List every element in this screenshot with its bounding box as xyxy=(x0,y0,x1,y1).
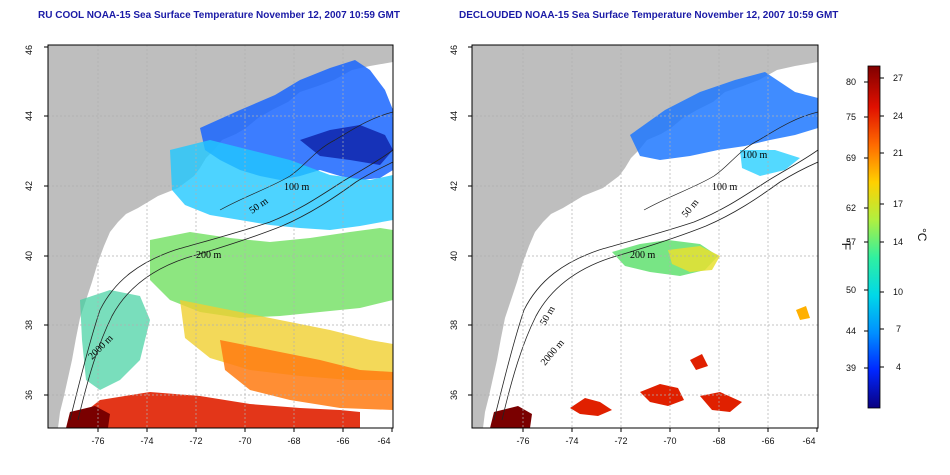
right-x-axis: -76 -74 -72 -70 -68 -66 -64 xyxy=(516,428,818,446)
celsius-unit-label: °C xyxy=(915,228,929,242)
celsius-tick-label: 14 xyxy=(893,237,903,247)
sst-red-patch xyxy=(570,398,612,416)
fahrenheit-tick-label: 50 xyxy=(846,285,856,295)
fahrenheit-tick-label: 39 xyxy=(846,363,856,373)
sst-cyan-patch xyxy=(740,150,800,176)
y-tick-label: 40 xyxy=(449,251,459,261)
y-tick-label: 46 xyxy=(24,45,34,55)
celsius-tick-label: 21 xyxy=(893,148,903,158)
x-tick-label: -72 xyxy=(614,436,627,446)
y-tick-label: 42 xyxy=(449,181,459,191)
celsius-tick-label: 10 xyxy=(893,287,903,297)
fahrenheit-tick-label: 69 xyxy=(846,153,856,163)
left-map-panel: 100 m 50 m 200 m 2000 m -76 -74 -72 -70 … xyxy=(24,44,394,446)
celsius-tick-label: 27 xyxy=(893,73,903,83)
right-y-axis: 36 38 40 42 44 46 xyxy=(449,45,472,400)
sst-red-warm xyxy=(80,392,360,428)
isobath-contour xyxy=(77,161,393,421)
sst-cyan-band xyxy=(170,140,393,230)
sst-dark-blue xyxy=(300,125,393,165)
fahrenheit-tick-label: 80 xyxy=(846,77,856,87)
colorbar: 80 75 69 62 57 50 44 39 27 24 21 17 14 1… xyxy=(839,65,929,409)
right-gridlines xyxy=(472,45,818,428)
x-tick-label: -64 xyxy=(802,436,815,446)
isobath-contour xyxy=(501,161,818,421)
sst-orange-band xyxy=(220,340,393,410)
sst-red-patch xyxy=(700,392,742,412)
fahrenheit-tick-label: 44 xyxy=(846,326,856,336)
isobath-contour xyxy=(69,149,393,421)
x-tick-label: -72 xyxy=(189,436,202,446)
contour-label-100m: 100 m xyxy=(742,150,768,161)
x-tick-label: -74 xyxy=(565,436,578,446)
x-tick-label: -70 xyxy=(238,436,251,446)
sst-coastal-green xyxy=(80,290,150,390)
celsius-tick-label: 24 xyxy=(893,111,903,121)
y-tick-label: 38 xyxy=(24,320,34,330)
y-tick-label: 46 xyxy=(449,45,459,55)
x-tick-label: -68 xyxy=(712,436,725,446)
x-tick-label: -66 xyxy=(336,436,349,446)
left-map-title: RU COOL NOAA-15 Sea Surface Temperature … xyxy=(38,10,400,21)
contour-label-200m: 200 m xyxy=(630,250,656,261)
celsius-ticks: 27 24 21 17 14 10 7 4 xyxy=(880,73,903,372)
fahrenheit-tick-label: 62 xyxy=(846,203,856,213)
isobath-contour xyxy=(643,111,818,211)
x-tick-label: -70 xyxy=(663,436,676,446)
sst-yellow-patch xyxy=(668,246,720,272)
right-map-title: DECLOUDED NOAA-15 Sea Surface Temperatur… xyxy=(459,10,839,21)
isobath-contour xyxy=(219,111,393,211)
x-tick-label: -74 xyxy=(140,436,153,446)
fahrenheit-unit-label: °F xyxy=(839,238,853,250)
y-tick-label: 42 xyxy=(24,181,34,191)
fahrenheit-tick-label: 75 xyxy=(846,112,856,122)
colorbar-gradient xyxy=(867,65,881,409)
celsius-tick-label: 4 xyxy=(896,362,901,372)
contour-label-200m: 200 m xyxy=(196,250,222,261)
fahrenheit-tick-label: 57 xyxy=(846,237,856,247)
x-tick-label: -64 xyxy=(377,436,390,446)
x-tick-label: -76 xyxy=(91,436,104,446)
land-mass xyxy=(48,45,393,428)
y-tick-label: 40 xyxy=(24,251,34,261)
left-gridlines xyxy=(48,45,393,428)
y-tick-label: 36 xyxy=(449,390,459,400)
fahrenheit-ticks: 80 75 69 62 57 50 44 39 xyxy=(846,77,868,373)
y-tick-label: 44 xyxy=(24,111,34,121)
sst-darkred-core xyxy=(490,406,532,428)
celsius-tick-label: 7 xyxy=(896,324,901,334)
contour-label-100m: 100 m xyxy=(284,182,310,193)
sst-red-patch xyxy=(690,354,708,370)
y-tick-label: 36 xyxy=(24,390,34,400)
isobath-contour xyxy=(493,149,818,421)
land-mass xyxy=(472,45,818,428)
sst-darkred-core xyxy=(66,406,110,428)
left-y-axis: 36 38 40 42 44 46 xyxy=(24,45,48,400)
x-tick-label: -66 xyxy=(761,436,774,446)
y-tick-label: 38 xyxy=(449,320,459,330)
left-x-axis: -76 -74 -72 -70 -68 -66 -64 xyxy=(91,428,393,446)
y-tick-label: 44 xyxy=(449,111,459,121)
sst-orange-patch xyxy=(796,306,810,320)
x-tick-label: -76 xyxy=(516,436,529,446)
celsius-tick-label: 17 xyxy=(893,199,903,209)
contour-label-100m: 100 m xyxy=(712,182,738,193)
x-tick-label: -68 xyxy=(287,436,300,446)
right-map-panel: 100 m 100 m 50 m 200 m 50 m 2000 m -76 -… xyxy=(449,44,819,446)
